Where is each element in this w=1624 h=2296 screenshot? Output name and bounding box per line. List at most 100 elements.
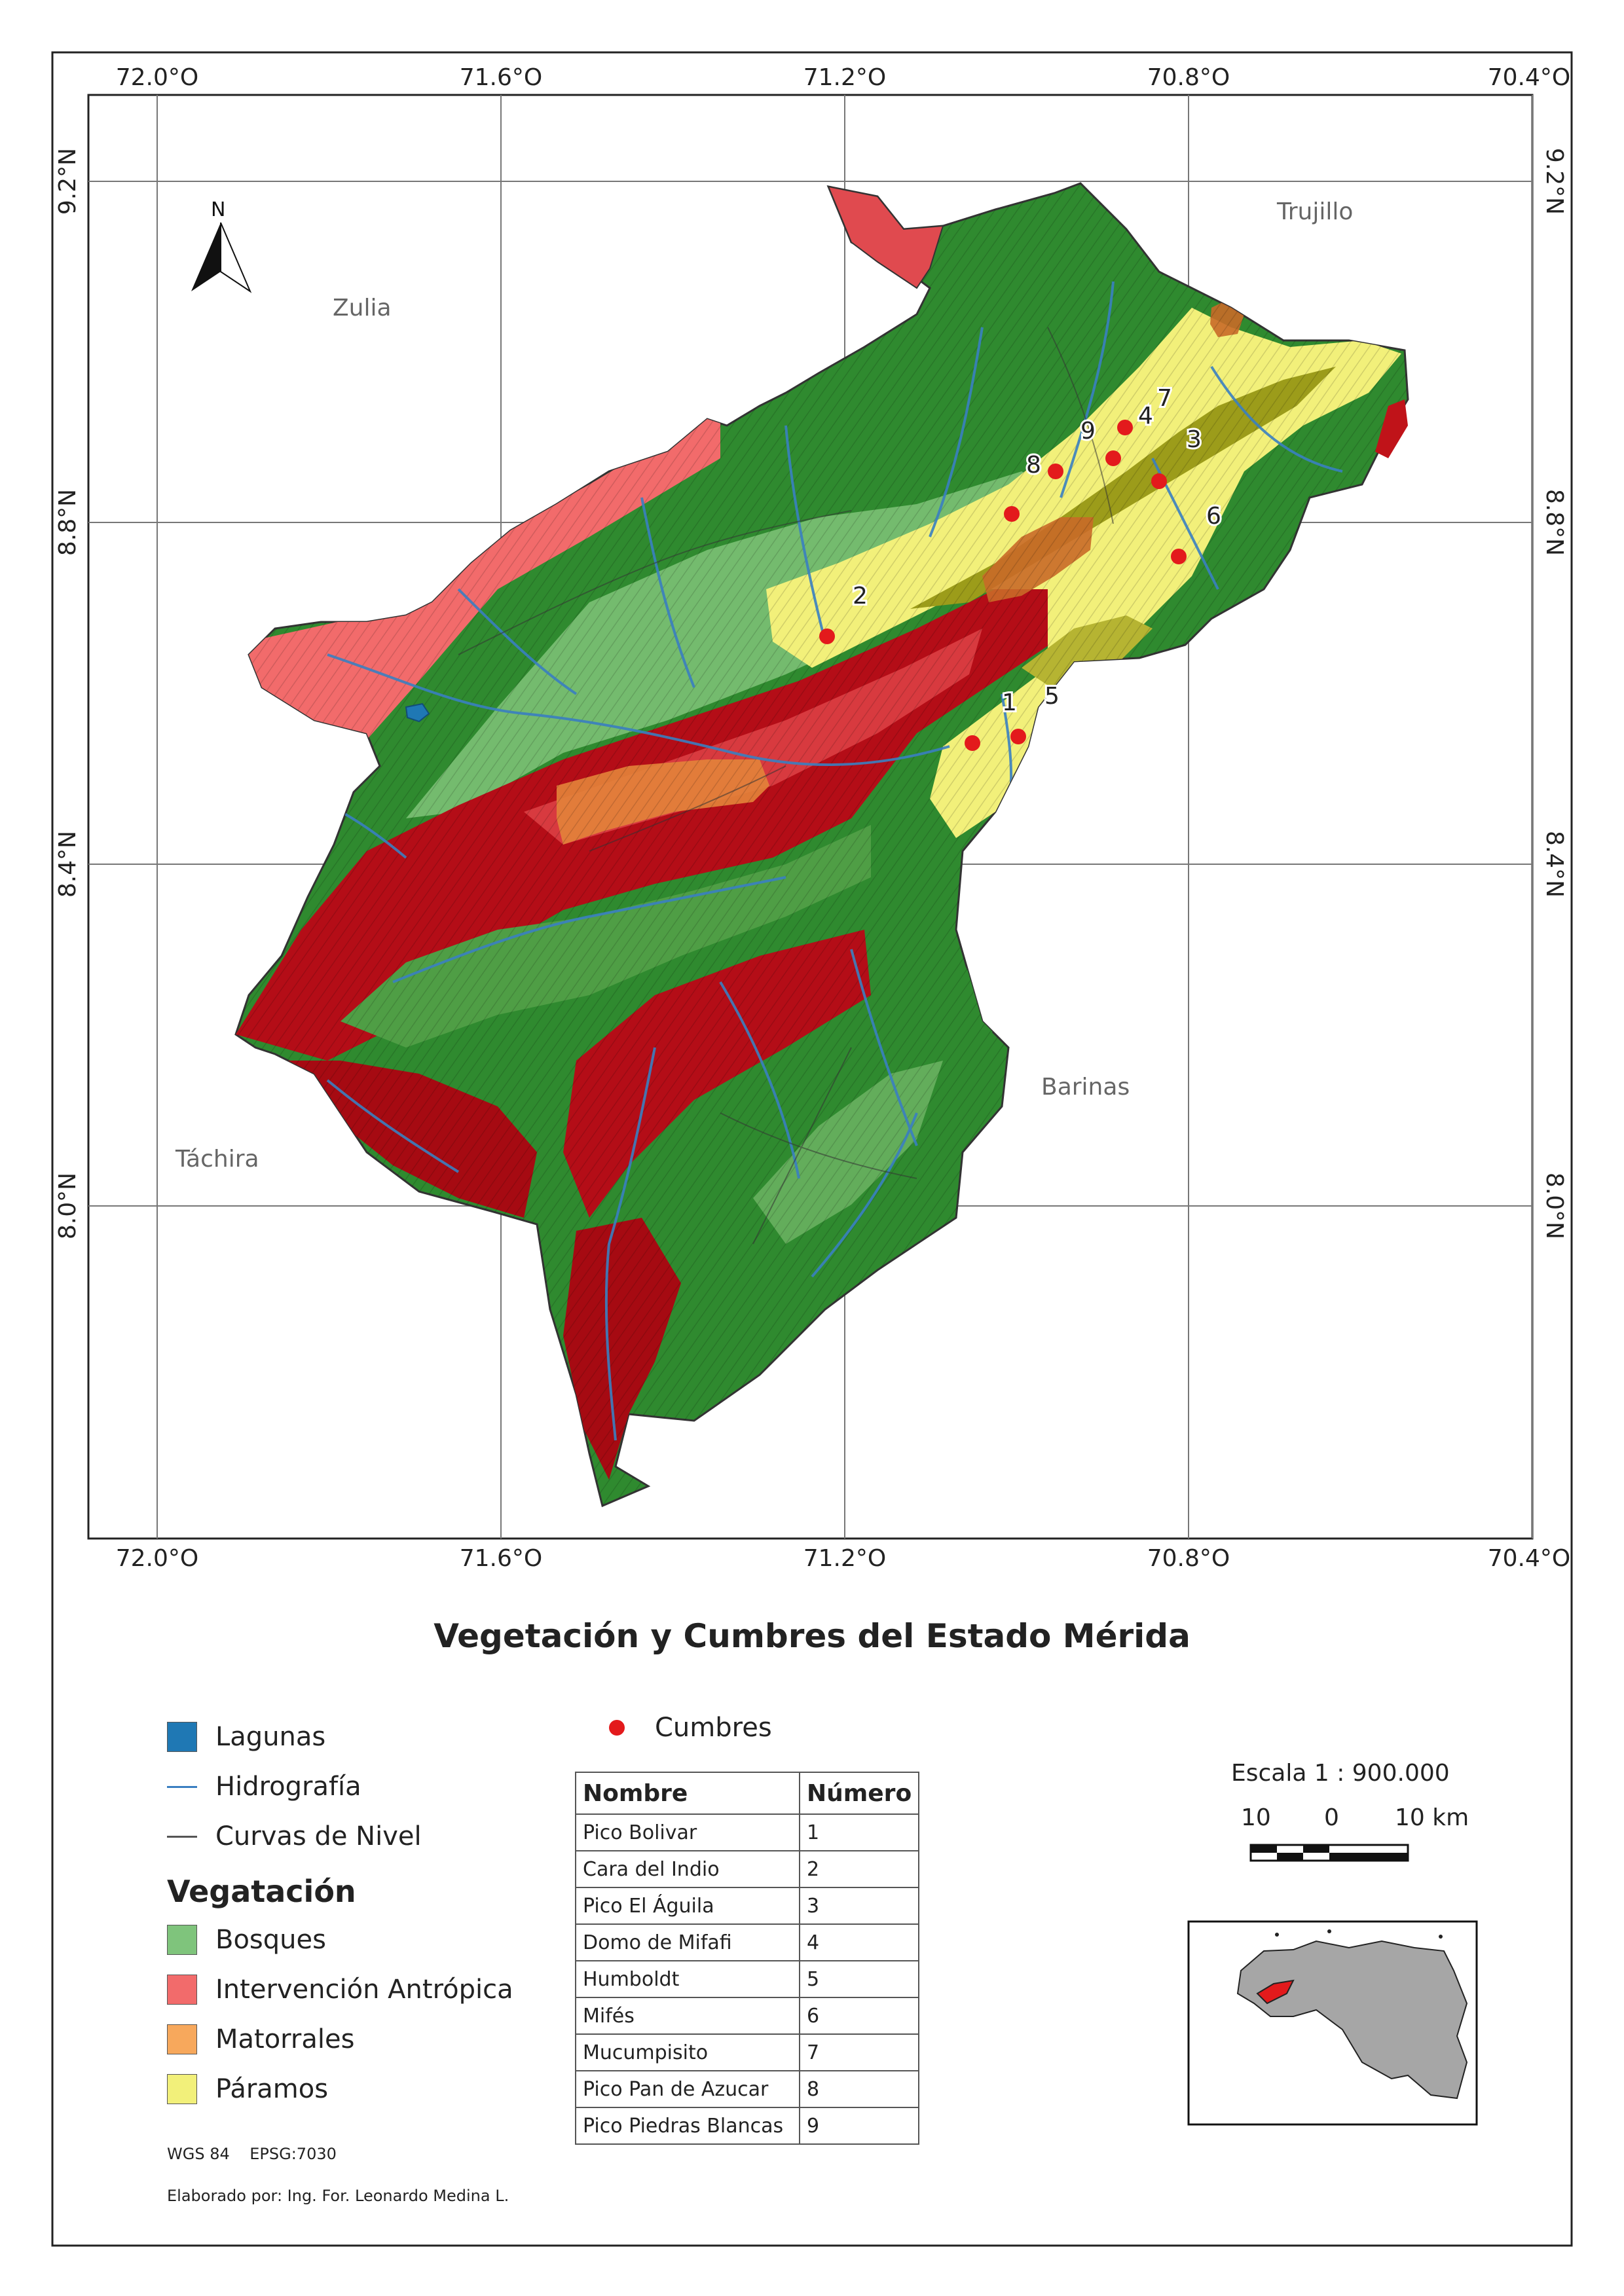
lon-top-1: 72.0°O [116, 64, 199, 91]
legend-paramos: Páramos [167, 2074, 328, 2104]
lon-top-3: 71.2°O [803, 64, 887, 91]
peak-name: Pico Piedras Blancas [575, 2107, 800, 2145]
contour-lines [458, 327, 1114, 1245]
peak-name: Cara del Indio [575, 1850, 800, 1888]
north-arrow-label: N [211, 198, 225, 221]
peak-number: 7 [798, 2033, 920, 2071]
peak-label-7: 7 [1157, 385, 1172, 412]
peak-number: 9 [798, 2107, 920, 2145]
venezuela-shape [1236, 1940, 1468, 2100]
lat-left-2: 8.8°N [54, 489, 81, 556]
lon-top-4: 70.8°O [1147, 64, 1230, 91]
peak-label-4: 4 [1138, 403, 1153, 429]
legend-intervencion-label: Intervención Antrópica [215, 1975, 513, 2005]
inset-map [1187, 1920, 1478, 2126]
legend-lagunas: Lagunas [167, 1722, 325, 1752]
lat-left-4: 8.0°N [54, 1173, 81, 1239]
swatch-paramos [167, 2074, 197, 2104]
peaks-table-header: Nombre Número [575, 1772, 920, 1815]
table-row: Pico Piedras Blancas 9 [575, 2107, 920, 2145]
peak-name: Mucumpisito [575, 2033, 800, 2071]
peak-number: 8 [798, 2070, 920, 2108]
merida-inset-highlight [1256, 1979, 1295, 2005]
peak-8 [1048, 464, 1063, 479]
table-row: Domo de Mifafi 4 [575, 1923, 920, 1961]
legend-matorrales: Matorrales [167, 2024, 354, 2054]
legend-intervencion: Intervención Antrópica [167, 1975, 513, 2005]
table-row: Pico Bolivar 1 [575, 1813, 920, 1851]
scale-label: Escala 1 : 900.000 [1231, 1760, 1450, 1787]
table-row: Cara del Indio 2 [575, 1850, 920, 1888]
peak-label-9: 9 [1080, 418, 1096, 445]
peak-number: 2 [798, 1850, 920, 1888]
peak-name: Pico Bolivar [575, 1813, 800, 1851]
label-barinas: Barinas [1041, 1074, 1130, 1101]
legend-cumbres: Cumbres [609, 1713, 772, 1743]
table-row: Mifés 6 [575, 1997, 920, 2035]
header-nombre: Nombre [575, 1772, 800, 1815]
swatch-matorrales [167, 2024, 197, 2054]
zone-intervencion-east-tip [1375, 399, 1408, 458]
peak-9 [1105, 450, 1121, 466]
scale-tick-0: 0 [1324, 1804, 1339, 1831]
peak-1 [1010, 729, 1026, 744]
legend-curvas: Curvas de Nivel [167, 1821, 422, 1851]
lon-bottom-4: 70.8°O [1147, 1545, 1230, 1572]
peaks [819, 420, 1187, 751]
peak-1b [965, 735, 980, 751]
rivers [274, 281, 1343, 1441]
swatch-intervencion [167, 1975, 197, 2005]
table-row: Pico El Águila 3 [575, 1887, 920, 1925]
map-title: Vegetación y Cumbres del Estado Mérida [434, 1617, 1190, 1655]
author-label: Elaborado por: Ing. For. Leonardo Medina… [167, 2187, 509, 2205]
swatch-hidrografia [167, 1785, 197, 1788]
label-tachira: Táchira [175, 1146, 259, 1173]
legend-matorrales-label: Matorrales [215, 2024, 355, 2054]
lon-bottom-1: 72.0°O [116, 1545, 199, 1572]
lon-bottom-2: 71.6°O [460, 1545, 543, 1572]
peak-label-1: 1 [1002, 689, 1017, 716]
peak-label-5: 5 [1044, 683, 1060, 710]
label-trujillo: Trujillo [1276, 198, 1353, 225]
lon-top-2: 71.6°O [460, 64, 543, 91]
peak-extra [1004, 506, 1020, 522]
peak-name: Pico El Águila [575, 1887, 800, 1925]
peaks-table: Nombre Número Pico Bolivar 1 Cara del Ind… [575, 1772, 920, 2145]
lon-top-5: 70.4°O [1488, 64, 1571, 91]
peak-number: 3 [798, 1887, 920, 1925]
legend-bosques-label: Bosques [215, 1925, 326, 1955]
laguna [405, 702, 430, 723]
peak-label-2: 2 [853, 583, 868, 610]
legend-paramos-label: Páramos [215, 2074, 329, 2104]
lat-left-3: 8.4°N [54, 831, 81, 898]
label-zulia: Zulia [333, 295, 392, 321]
scale-tick-10-right: 10 km [1395, 1804, 1469, 1831]
legend-curvas-label: Curvas de Nivel [215, 1821, 422, 1851]
peak-name: Pico Pan de Azucar [575, 2070, 800, 2108]
cumbres-dot-icon [609, 1720, 625, 1736]
peak-name: Domo de Mifafi [575, 1923, 800, 1961]
lat-right-4: 8.0°N [1541, 1173, 1568, 1239]
peak-6 [1171, 549, 1187, 564]
peak-name: Mifés [575, 1997, 800, 2035]
peak-4 [1117, 420, 1133, 435]
peak-number: 6 [798, 1997, 920, 2035]
peak-2 [819, 629, 835, 644]
table-row: Mucumpisito 7 [575, 2033, 920, 2071]
crs-label: WGS 84 EPSG:7030 [167, 2145, 337, 2163]
peak-label-6: 6 [1206, 503, 1221, 530]
lat-left-1: 9.2°N [54, 148, 81, 215]
page-border [51, 51, 1573, 2247]
lon-bottom-3: 71.2°O [803, 1545, 887, 1572]
header-numero: Número [798, 1772, 920, 1815]
lat-right-3: 8.4°N [1541, 831, 1568, 898]
legend-vegetacion-heading: Vegatación [167, 1874, 356, 1909]
lat-right-1: 9.2°N [1541, 148, 1568, 215]
swatch-lagunas [167, 1722, 197, 1752]
peak-labels: 1 2 3 4 5 6 7 8 9 [851, 383, 1223, 718]
peak-label-3: 3 [1187, 426, 1202, 453]
scale-tick-10-left: 10 [1241, 1804, 1271, 1831]
swatch-curvas [167, 1835, 197, 1838]
lat-right-2: 8.8°N [1541, 489, 1568, 556]
